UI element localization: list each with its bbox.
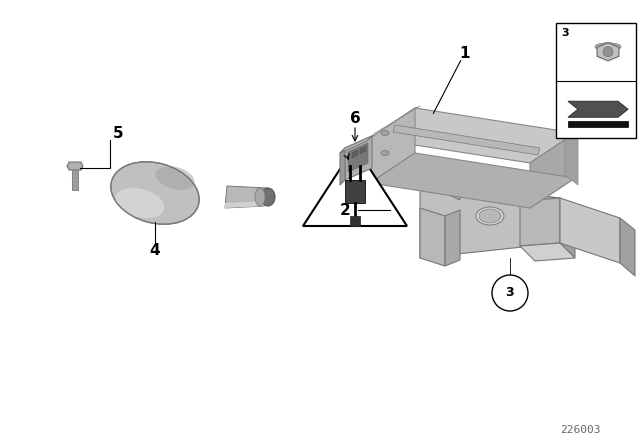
Polygon shape [445, 210, 460, 266]
Polygon shape [420, 183, 560, 258]
Ellipse shape [261, 188, 275, 206]
Circle shape [492, 275, 528, 311]
Polygon shape [420, 161, 435, 190]
Polygon shape [568, 121, 628, 127]
Text: 2: 2 [340, 202, 350, 217]
Polygon shape [560, 198, 575, 258]
Ellipse shape [476, 207, 504, 225]
Ellipse shape [156, 166, 195, 190]
Polygon shape [348, 143, 368, 172]
Polygon shape [72, 170, 78, 190]
Ellipse shape [111, 162, 199, 224]
Polygon shape [345, 180, 365, 203]
Polygon shape [67, 162, 83, 170]
Polygon shape [225, 201, 265, 208]
Polygon shape [340, 148, 345, 185]
Polygon shape [370, 153, 575, 208]
Text: 6: 6 [349, 111, 360, 125]
Polygon shape [340, 136, 372, 153]
Polygon shape [530, 133, 575, 208]
Text: 1: 1 [460, 46, 470, 60]
Polygon shape [445, 171, 460, 200]
Polygon shape [225, 186, 267, 208]
Ellipse shape [381, 130, 389, 135]
Polygon shape [368, 106, 420, 140]
Polygon shape [620, 218, 635, 276]
Polygon shape [520, 243, 575, 261]
Ellipse shape [381, 151, 389, 155]
Polygon shape [560, 198, 620, 263]
Text: 226003: 226003 [560, 425, 600, 435]
Polygon shape [352, 150, 358, 158]
Text: 5: 5 [113, 125, 124, 141]
Polygon shape [520, 198, 560, 246]
Polygon shape [556, 23, 636, 138]
Text: 3: 3 [506, 287, 515, 300]
Polygon shape [345, 136, 372, 180]
Text: 3: 3 [561, 28, 568, 38]
Polygon shape [420, 208, 445, 266]
Text: 4: 4 [150, 242, 160, 258]
Ellipse shape [479, 209, 501, 223]
Polygon shape [568, 101, 628, 117]
Ellipse shape [595, 43, 621, 51]
Ellipse shape [255, 188, 265, 206]
Polygon shape [393, 125, 540, 155]
Polygon shape [303, 146, 407, 226]
Polygon shape [360, 146, 366, 154]
Polygon shape [370, 108, 575, 163]
Polygon shape [350, 216, 360, 226]
Polygon shape [565, 130, 578, 185]
Polygon shape [420, 168, 575, 213]
Ellipse shape [116, 188, 164, 218]
Circle shape [603, 47, 613, 57]
Polygon shape [597, 43, 619, 61]
Polygon shape [370, 108, 415, 183]
